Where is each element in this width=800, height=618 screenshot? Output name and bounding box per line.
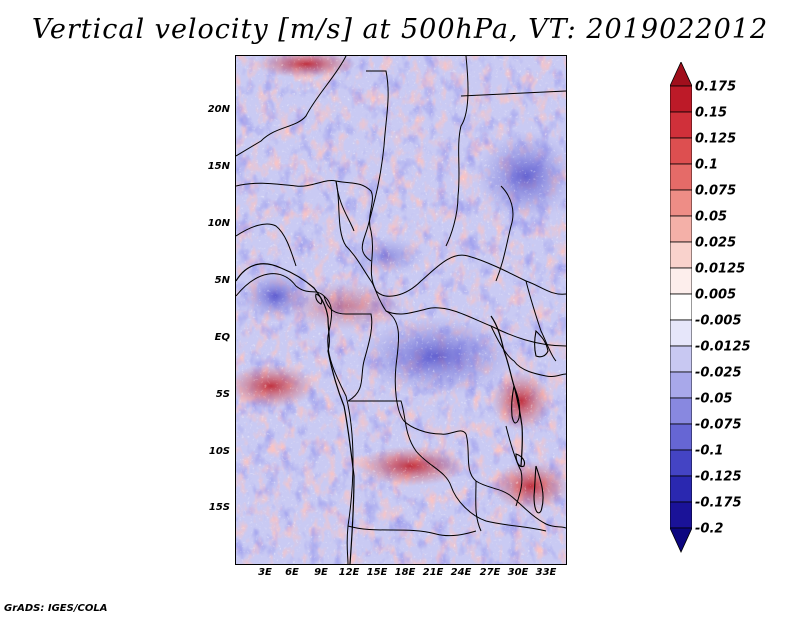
coastline <box>236 263 524 564</box>
colorbar-label: -0.2 <box>695 521 724 537</box>
colorbar-swatch <box>670 397 692 425</box>
grads-credit: GrADS: IGES/COLA <box>4 603 108 614</box>
lat-label-10s: 10S <box>208 446 230 457</box>
lon-label-18e: 18E <box>394 567 416 578</box>
colorbar-swatch <box>670 241 692 269</box>
lon-label-3e: 3E <box>258 567 272 578</box>
velocity-field <box>236 56 566 564</box>
lat-label-eq: EQ <box>214 332 230 343</box>
colorbar-label: 0.125 <box>695 131 737 147</box>
lat-label-5n: 5N <box>214 275 230 286</box>
colorbar-swatch <box>670 449 692 477</box>
colorbar-label: 0.05 <box>695 209 728 225</box>
colorbar-label: 0.15 <box>695 105 728 121</box>
colorbar-swatch <box>670 267 692 295</box>
lat-label-5s: 5S <box>215 389 230 400</box>
lat-label-15s: 15S <box>208 502 230 513</box>
colorbar-swatch <box>670 111 692 139</box>
colorbar-swatch <box>670 163 692 191</box>
colorbar-swatch <box>670 137 692 165</box>
colorbar-swatch <box>670 423 692 451</box>
colorbar-swatch <box>670 345 692 373</box>
colorbar-label: 0.1 <box>695 157 719 173</box>
colorbar-label: 0.005 <box>695 287 737 303</box>
lon-label-21e: 21E <box>422 567 444 578</box>
colorbar-label: -0.05 <box>695 391 733 407</box>
lon-label-33e: 33E <box>535 567 557 578</box>
map-panel <box>235 55 567 565</box>
lon-label-6e: 6E <box>285 567 299 578</box>
lon-label-30e: 30E <box>507 567 529 578</box>
lon-label-9e: 9E <box>314 567 328 578</box>
colorbar-swatch <box>670 189 692 217</box>
colorbar-arrow-top <box>670 62 692 87</box>
colorbar-label: -0.025 <box>695 365 742 381</box>
colorbar-label: -0.175 <box>695 495 742 511</box>
colorbar-label: -0.0125 <box>695 339 751 355</box>
colorbar-label: 0.075 <box>695 183 737 199</box>
colorbar-swatch <box>670 501 692 529</box>
colorbar-label: -0.125 <box>695 469 742 485</box>
colorbar-swatch <box>670 85 692 113</box>
lat-label-10n: 10N <box>207 218 230 229</box>
colorbar-label: -0.005 <box>695 313 742 329</box>
colorbar-swatch <box>670 319 692 347</box>
lon-label-24e: 24E <box>450 567 472 578</box>
map-title: Vertical velocity [m/s] at 500hPa, VT: 2… <box>31 14 769 45</box>
colorbar-label: -0.1 <box>695 443 724 459</box>
colorbar-label: 0.175 <box>695 79 737 95</box>
colorbar-label: 0.0125 <box>695 261 746 277</box>
colorbar-label: 0.025 <box>695 235 737 251</box>
lat-label-15n: 15N <box>207 161 230 172</box>
lat-label-20n: 20N <box>207 104 230 115</box>
colorbar-label: -0.075 <box>695 417 742 433</box>
colorbar-swatch <box>670 293 692 321</box>
lon-label-12e: 12E <box>338 567 360 578</box>
colorbar-arrow-bottom <box>670 527 692 553</box>
country-borders <box>236 56 566 564</box>
lon-label-27e: 27E <box>479 567 501 578</box>
colorbar-swatch <box>670 215 692 243</box>
colorbar-swatch <box>670 475 692 503</box>
colorbar-swatch <box>670 371 692 399</box>
colorbar <box>670 62 692 553</box>
lakes <box>315 293 549 514</box>
lon-label-15e: 15E <box>366 567 388 578</box>
